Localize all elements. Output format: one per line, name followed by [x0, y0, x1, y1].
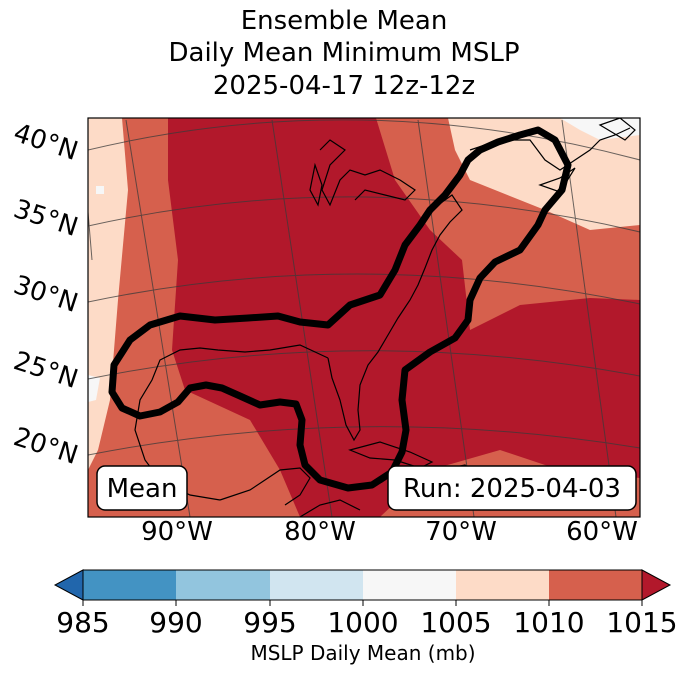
lat-label-40: 40°N [10, 118, 82, 167]
meridian-100 [88, 211, 93, 261]
lon-label-90w: 90°W [141, 517, 213, 547]
colorbar-tick-1010: 1010 [513, 606, 585, 639]
newfoundland-tip [598, 118, 636, 141]
run-box-label: Run: 2025-04-03 [403, 474, 621, 504]
mean-box-label: Mean [107, 474, 178, 504]
nova-scotia [538, 167, 576, 193]
title-line-1: Ensemble Mean [240, 6, 448, 36]
colorbar-ticks [82, 600, 643, 606]
lake-michigan [309, 162, 323, 207]
colorbar-tick-1000: 1000 [327, 606, 399, 639]
colorbar-tick-1005: 1005 [420, 606, 492, 639]
lat-label-35: 35°N [10, 194, 82, 243]
colorbar-label: MSLP Daily Mean (mb) [250, 641, 476, 665]
meridian-90 [125, 119, 191, 517]
colorbar-bin-990-995 [176, 570, 270, 600]
colorbar-extend-high [641, 569, 672, 601]
yucatan [219, 467, 311, 506]
graticule [88, 119, 640, 517]
lon-label-70w: 70°W [425, 517, 497, 547]
parallel-35 [88, 196, 640, 233]
field-1000-ne [560, 118, 640, 140]
map-frame [87, 117, 641, 518]
parallel-25 [88, 350, 640, 380]
colorbar [53, 569, 672, 606]
meridian-70 [417, 119, 475, 517]
lat-label-30: 30°N [10, 270, 82, 319]
title-line-2: Daily Mean Minimum MSLP [168, 38, 520, 68]
parallel-20 [88, 426, 640, 456]
threshold-contour [108, 126, 572, 492]
central-america [299, 499, 361, 517]
colorbar-tick-995: 995 [243, 606, 297, 639]
colorbar-tick-990: 990 [149, 606, 203, 639]
lat-label-20: 20°N [10, 422, 82, 471]
atlantic-coast [327, 194, 463, 442]
meridian-80 [271, 119, 333, 517]
colorbar-bin-995-1000 [270, 570, 363, 600]
colorbar-bin-1010-1015 [549, 570, 642, 600]
cuba [348, 441, 434, 469]
field-1000-west [88, 375, 100, 402]
lon-label-80w: 80°W [284, 517, 356, 547]
colorbar-tick-1015: 1015 [606, 606, 678, 639]
parallel-30 [88, 273, 640, 305]
field-1000-spot [96, 186, 104, 194]
colorbar-bin-985-990 [83, 570, 176, 600]
run-box: Run: 2025-04-03 [387, 465, 637, 511]
lon-label-60w: 60°W [566, 517, 638, 547]
title-line-3: 2025-04-17 12z-12z [212, 71, 476, 101]
colorbar-bin-1000-1005 [363, 570, 456, 600]
colorbar-tick-985: 985 [56, 606, 110, 639]
colorbar-extend-low [53, 569, 84, 601]
lat-label-25: 25°N [10, 346, 82, 395]
great-lakes-coast [319, 139, 416, 207]
mean-box: Mean [96, 465, 188, 511]
colorbar-bin-1005-1010 [456, 570, 549, 600]
parallel-40 [88, 119, 640, 161]
meridian-60 [561, 119, 617, 517]
